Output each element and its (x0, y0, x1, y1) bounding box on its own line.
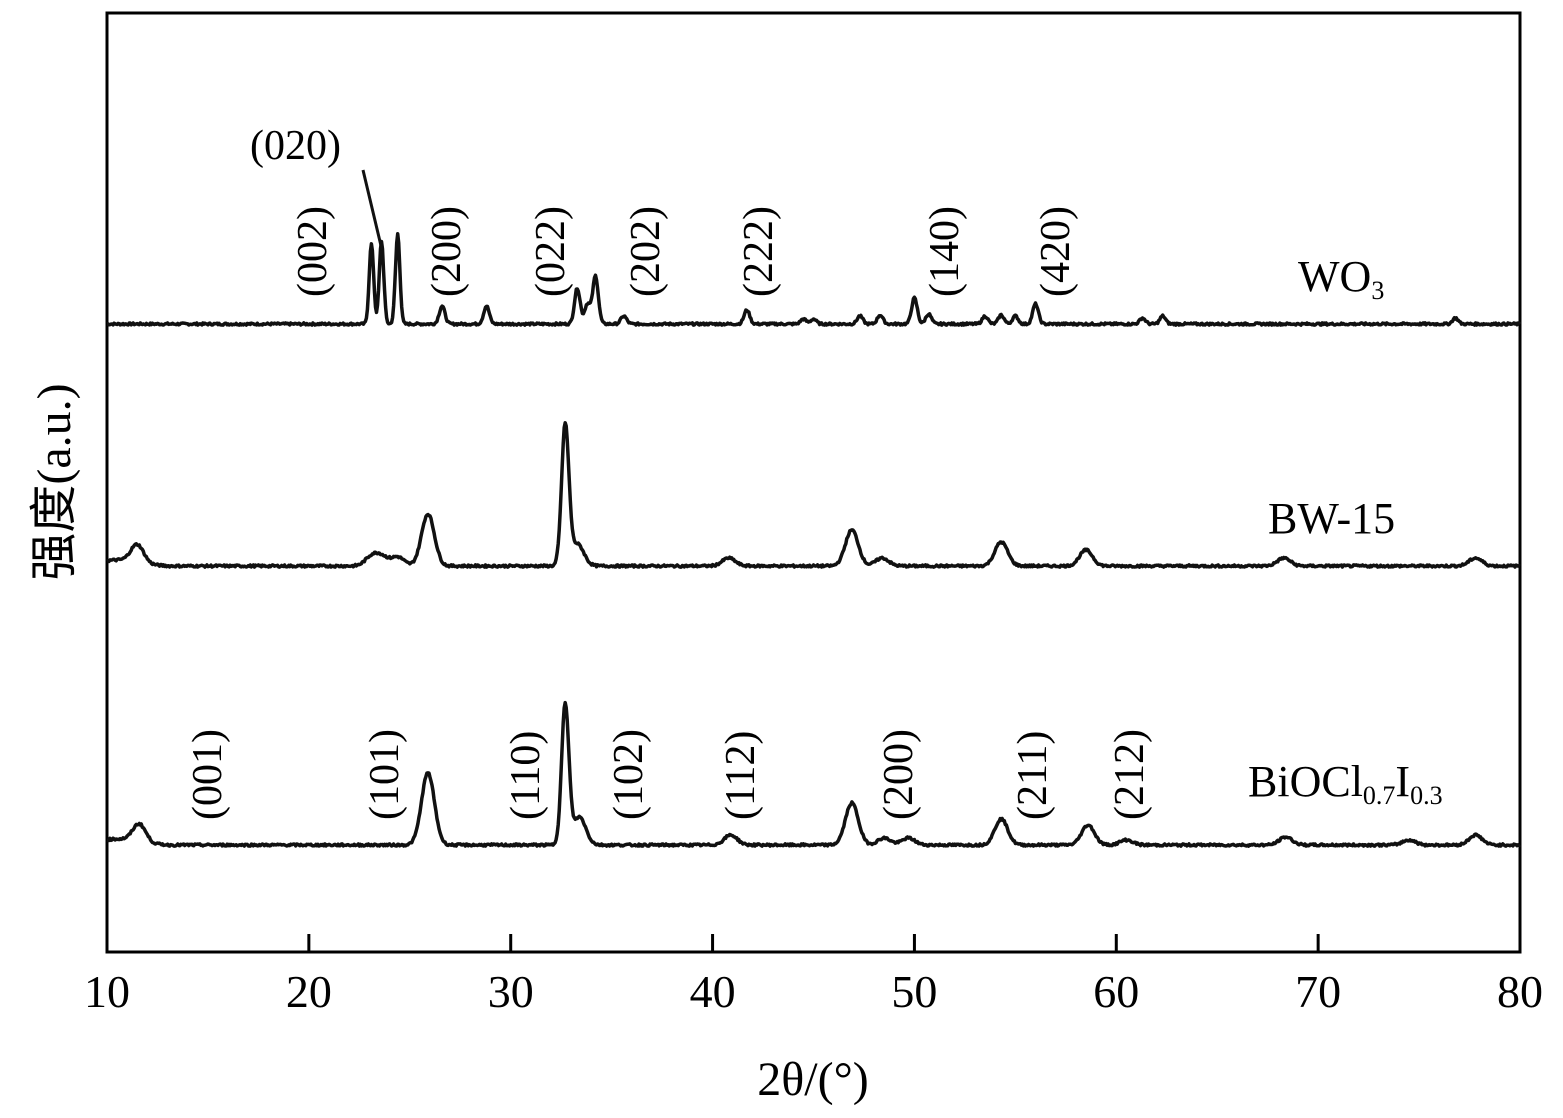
peak-label-wo3-020: (020) (250, 123, 341, 169)
biocl-annotations: (001) (101) (110) (102) (112) (200) (211… (185, 729, 1153, 820)
wo3-annotations: (002) (200) (022) (202) (222) (140) (420… (250, 123, 1079, 297)
series-label-wo3-sub: 3 (1371, 276, 1384, 305)
series-label-bw15: BW-15 (1268, 494, 1395, 543)
x-tick-label: 70 (1295, 966, 1341, 1017)
peak-label-biocl-110: (110) (503, 731, 549, 820)
x-tick-label: 10 (84, 966, 130, 1017)
peak-label-wo3-200: (200) (424, 206, 470, 297)
series-label-biocl-mid: I (1395, 757, 1410, 806)
series-label-biocl: BiOCl0.7I0.3 (1248, 757, 1443, 810)
peak-label-wo3-140: (140) (922, 206, 968, 297)
x-tick-label: 50 (891, 966, 937, 1017)
peak-label-wo3-202: (202) (623, 206, 669, 297)
y-axis-title: 强度(a.u.) (28, 383, 81, 580)
series-label-wo3: WO3 (1298, 252, 1384, 305)
series-line-wo3 (106, 232, 1522, 327)
peak-label-biocl-001: (001) (185, 729, 231, 820)
series-line-biocl (106, 700, 1522, 848)
plot-frame (105, 11, 1522, 954)
peak-label-wo3-420: (420) (1033, 206, 1079, 297)
x-tick-label: 60 (1093, 966, 1139, 1017)
peak-label-biocl-112: (112) (718, 731, 764, 820)
x-tick-label: 30 (488, 966, 534, 1017)
series-line-bw15 (106, 421, 1521, 569)
peak-label-wo3-020-leader (361, 169, 384, 251)
peak-label-wo3-222: (222) (736, 206, 782, 297)
series-label-wo3-main: WO (1298, 252, 1371, 301)
peak-label-wo3-002: (002) (290, 206, 336, 297)
x-tick-label: 20 (286, 966, 332, 1017)
series-label-biocl-main: BiOCl (1248, 757, 1363, 806)
x-tick-label: 80 (1497, 966, 1543, 1017)
x-axis-title: 2θ/(°) (757, 1053, 869, 1106)
series-label-biocl-sub2: 0.3 (1410, 781, 1443, 810)
series-label-biocl-sub1: 0.7 (1363, 781, 1396, 810)
x-axis-ticks: 10 20 30 40 50 60 70 80 (84, 934, 1543, 1017)
x-tick-label: 40 (690, 966, 736, 1017)
peak-label-biocl-101: (101) (362, 729, 408, 820)
peak-label-wo3-022: (022) (528, 206, 574, 297)
peak-label-biocl-200: (200) (876, 729, 922, 820)
peak-label-biocl-211: (211) (1010, 731, 1056, 820)
peak-label-biocl-212: (212) (1107, 729, 1153, 820)
peak-label-biocl-102: (102) (606, 729, 652, 820)
